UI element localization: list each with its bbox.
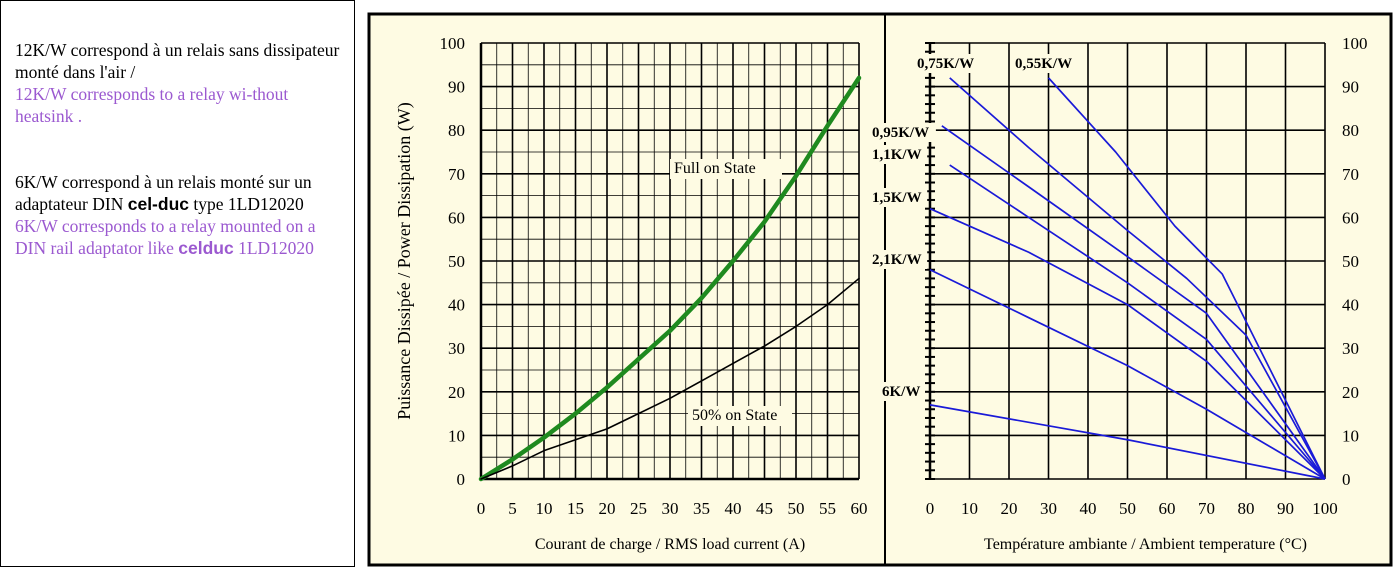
y-tick-label: 0	[457, 470, 466, 489]
x-tick-label-right: 60	[1159, 499, 1176, 518]
derating-charts: 0 10 20 30 40 50 60 70 80 90 100 0 10 20 30 40 50 60 70 80 9…	[367, 12, 1393, 567]
y-tick-label-right: 80	[1342, 121, 1359, 140]
thermal-label-bg	[869, 123, 936, 142]
x-tick-label: 30	[662, 499, 679, 518]
chart-panel	[367, 12, 1393, 567]
y-tick-label: 40	[448, 296, 465, 315]
label-full-on-state-bg	[670, 159, 782, 179]
y-tick-label-right: 20	[1342, 383, 1359, 402]
series-thermal-0-75k-w	[949, 77, 1326, 480]
x-tick-label: 15	[567, 499, 584, 518]
x-tick-label: 35	[693, 499, 710, 518]
note-din-adaptor: 6K/W correspond à un relais monté sur un…	[15, 171, 345, 259]
x-tick-label: 45	[756, 499, 773, 518]
thermal-label: 6K/W	[882, 384, 920, 400]
chart-labels: 0102030405060708090100010203040506070809…	[394, 34, 1368, 553]
series-thermal-0-55k-w	[1047, 77, 1326, 480]
y-tick-label: 50	[448, 252, 465, 271]
x-tick-label: 55	[819, 499, 836, 518]
note2-french-text: 6K/W correspond à un relais monté sur un…	[15, 172, 312, 214]
brand-celduc: cel-duc	[127, 194, 190, 214]
x-tick-label: 50	[788, 499, 805, 518]
y-tick-label-right: 100	[1342, 34, 1368, 53]
x-tick-label-right: 10	[961, 499, 978, 518]
label-full-on-state: Full on State	[674, 160, 756, 177]
thermal-label: 0,75K/W	[917, 56, 974, 72]
thermal-label: 0,95K/W	[872, 125, 929, 141]
series-thermal-0-95k-w	[941, 125, 1326, 480]
thermal-label-bg	[869, 188, 928, 207]
thermal-label-bg	[879, 382, 920, 401]
x-tick-label: 40	[725, 499, 742, 518]
x-tick-label-right: 20	[1001, 499, 1018, 518]
y-tick-label: 80	[448, 121, 465, 140]
y-tick-label: 100	[440, 34, 466, 53]
label-half-on-state-bg	[688, 406, 792, 426]
x-tick-label: 10	[536, 499, 553, 518]
series-thermal-6k-w	[929, 404, 1326, 480]
y-tick-label-right: 70	[1342, 165, 1359, 184]
thermal-label-bg	[869, 145, 928, 164]
thermal-label: 1,5K/W	[872, 190, 922, 206]
note2-english: 6K/W corresponds to a relay mounted on a…	[15, 215, 345, 259]
grid-left	[479, 42, 860, 481]
y-tick-label: 90	[448, 78, 465, 97]
x-tick-label-right: 50	[1119, 499, 1136, 518]
x-tick-label: 60	[851, 499, 868, 518]
x-tick-label-right: 80	[1238, 499, 1255, 518]
series-full-on-state	[478, 75, 862, 482]
x-tick-label-right: 100	[1312, 499, 1338, 518]
note1-french: 12K/W correspond à un relais sans dissip…	[15, 40, 340, 82]
note-heatsink-free: 12K/W correspond à un relais sans dissip…	[15, 39, 345, 127]
y-tick-label: 70	[448, 165, 465, 184]
x-tick-label-right: 40	[1080, 499, 1097, 518]
thermal-label: 2,1K/W	[872, 252, 922, 268]
thermal-label: 0,55K/W	[1015, 56, 1072, 72]
y-tick-label-right: 90	[1342, 78, 1359, 97]
y-tick-label: 30	[448, 339, 465, 358]
note2-english-text: 6K/W corresponds to a relay mounted on a…	[15, 216, 316, 258]
note1-english: 12K/W corresponds to a relay wi-thout he…	[15, 84, 289, 126]
y-axis-title: Puissance Dissipée / Power Dissipation (…	[394, 102, 415, 419]
y-tick-label: 20	[448, 383, 465, 402]
y-tick-label: 60	[448, 208, 465, 227]
y-tick-label-right: 0	[1342, 470, 1351, 489]
series-thermal-1-5k-w	[929, 207, 1326, 480]
thermal-label-bg	[914, 54, 981, 73]
x-tick-label-right: 70	[1198, 499, 1215, 518]
x-axis-title-right: Température ambiante / Ambient temperatu…	[984, 536, 1307, 553]
series-half-on-state	[480, 277, 860, 480]
y-tick-label-right: 30	[1342, 339, 1359, 358]
x-tick-label: 25	[630, 499, 647, 518]
y-tick-label-right: 10	[1342, 426, 1359, 445]
y-tick-label-right: 50	[1342, 252, 1359, 271]
thermal-label: 1,1K/W	[872, 147, 922, 163]
brand-celduc-en: celduc	[178, 238, 234, 258]
note2-french: 6K/W correspond à un relais monté sur un…	[15, 171, 345, 215]
notes-panel: 12K/W correspond à un relais sans dissip…	[0, 0, 355, 567]
thermal-label-bg	[1012, 54, 1079, 73]
note2-english-ref: 1LD12020	[233, 238, 314, 258]
note2-french-type: type 1LD12020	[189, 194, 304, 214]
thermal-label-bg	[869, 250, 928, 269]
x-tick-label-right: 30	[1040, 499, 1057, 518]
label-half-on-state: 50% on State	[692, 407, 777, 424]
y-tick-label: 10	[448, 426, 465, 445]
y-tick-label-right: 60	[1342, 208, 1359, 227]
x-tick-label-right: 0	[926, 499, 935, 518]
x-axis-title: Courant de charge / RMS load current (A)	[535, 536, 805, 553]
series-thermal-2-1k-w	[929, 268, 1326, 480]
grid-right	[925, 42, 1326, 480]
x-tick-label: 5	[508, 499, 517, 518]
x-tick-label: 20	[599, 499, 616, 518]
x-tick-label: 0	[477, 499, 486, 518]
series-thermal-1-1k-w	[949, 164, 1326, 480]
y-tick-label-right: 40	[1342, 296, 1359, 315]
x-tick-label-right: 90	[1277, 499, 1294, 518]
series-right	[929, 77, 1326, 480]
series-left	[478, 75, 862, 482]
chart-svg: 0102030405060708090100010203040506070809…	[367, 12, 1393, 567]
